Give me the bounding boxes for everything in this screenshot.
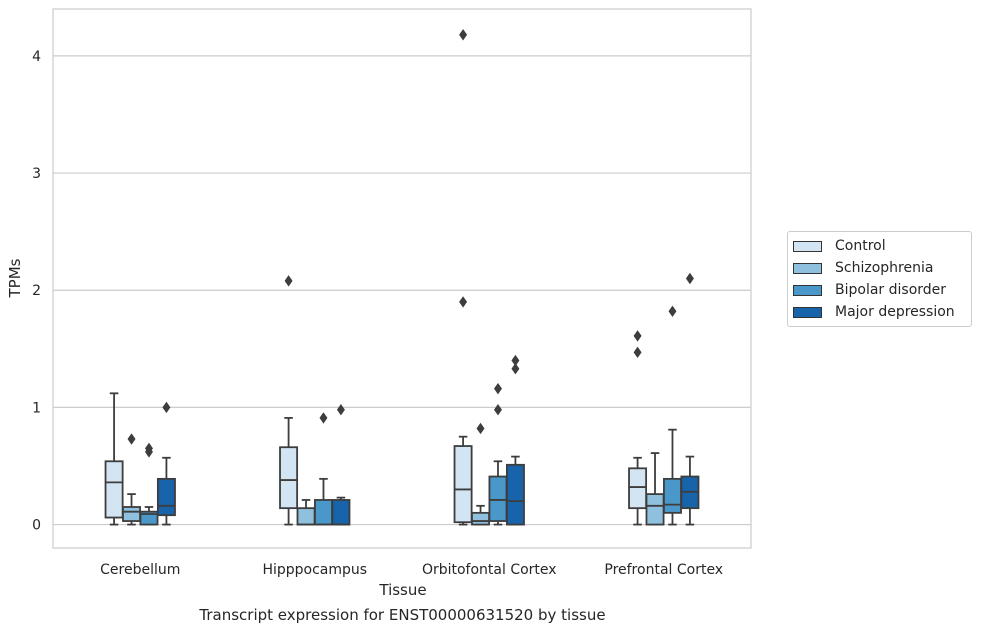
box-body: [505, 463, 525, 526]
box-body: [156, 477, 176, 517]
box-bipolar-disorder: [314, 412, 333, 526]
outlier-point: [685, 272, 694, 285]
legend-label: Control: [835, 238, 886, 254]
outlier-point: [493, 404, 502, 416]
outlier-point: [284, 275, 293, 287]
legend-swatch: [793, 262, 822, 274]
y-axis-label: TPMs: [6, 258, 24, 298]
outlier-point: [493, 382, 502, 395]
y-tick-label: 1: [32, 400, 41, 416]
legend-label: Bipolar disorder: [835, 282, 947, 298]
box-major-depression: [505, 354, 525, 526]
outlier-point: [633, 330, 642, 342]
figure-caption: Transcript expression for ENST0000063152…: [199, 606, 606, 624]
outlier-point: [319, 412, 328, 424]
legend-item-control: Control: [793, 236, 886, 256]
box-bipolar-disorder: [139, 442, 159, 526]
legend: Control Schizophrenia Bipolar disorder M…: [787, 231, 972, 327]
x-axis-label: Tissue: [378, 581, 426, 599]
box-layer: [104, 29, 700, 526]
box-bipolar-disorder: [663, 305, 682, 526]
outlier-point: [336, 404, 345, 416]
outlier-point: [633, 346, 642, 359]
outlier-point: [162, 401, 171, 414]
x-tick-label: Prefrontal Cortex: [604, 562, 723, 578]
box-body: [645, 493, 665, 526]
box-body: [296, 507, 316, 526]
box-body: [471, 511, 490, 526]
outlier-point: [511, 363, 520, 375]
box-major-depression: [680, 272, 700, 526]
outlier-point: [459, 296, 468, 308]
y-tick-labels: 0 1 2 3 4: [32, 49, 41, 534]
outlier-point: [144, 442, 153, 455]
outlier-point: [668, 305, 677, 318]
legend-label: Major depression: [835, 304, 955, 320]
box-control: [104, 392, 124, 526]
x-tick-label: Orbitofontal Cortex: [422, 562, 557, 578]
outlier-point: [127, 433, 136, 445]
legend-item-schizophrenia: Schizophrenia: [793, 258, 933, 278]
y-tick-label: 3: [32, 166, 41, 182]
box-schizophrenia: [296, 499, 316, 526]
box-major-depression: [156, 401, 176, 526]
plot-frame: [52, 8, 752, 549]
box-body: [122, 506, 141, 522]
y-tick-label: 0: [32, 518, 41, 534]
box-schizophrenia: [645, 452, 665, 526]
legend-swatch: [793, 284, 822, 296]
box-control: [628, 330, 648, 526]
box-body: [314, 499, 333, 526]
gridlines: [53, 55, 751, 526]
outlier-point: [476, 422, 485, 435]
y-tick-label: 4: [32, 49, 41, 65]
box-body: [279, 446, 299, 510]
box-major-depression: [331, 404, 351, 526]
box-schizophrenia: [122, 433, 141, 526]
legend-swatch: [793, 240, 822, 252]
legend-swatch: [793, 306, 822, 318]
box-schizophrenia: [471, 422, 490, 526]
box-control: [453, 29, 473, 526]
outlier-point: [511, 354, 520, 367]
legend-item-major-depression: Major depression: [793, 302, 955, 322]
box-body: [104, 460, 124, 519]
box-body: [663, 477, 682, 514]
box-body: [628, 467, 648, 510]
legend-label: Schizophrenia: [835, 260, 934, 276]
x-tick-labels: Cerebellum Hipppocampus Orbitofontal Corte…: [100, 562, 723, 578]
x-tick-label: Cerebellum: [100, 562, 180, 578]
legend-item-bipolar-disorder: Bipolar disorder: [793, 280, 946, 300]
box-body: [331, 499, 351, 526]
box-control: [279, 275, 299, 526]
x-tick-label: Hipppocampus: [262, 562, 367, 578]
box-body: [488, 475, 508, 522]
outlier-point: [459, 29, 468, 41]
box-bipolar-disorder: [488, 382, 508, 526]
box-body: [453, 445, 473, 524]
y-tick-label: 2: [32, 283, 41, 299]
